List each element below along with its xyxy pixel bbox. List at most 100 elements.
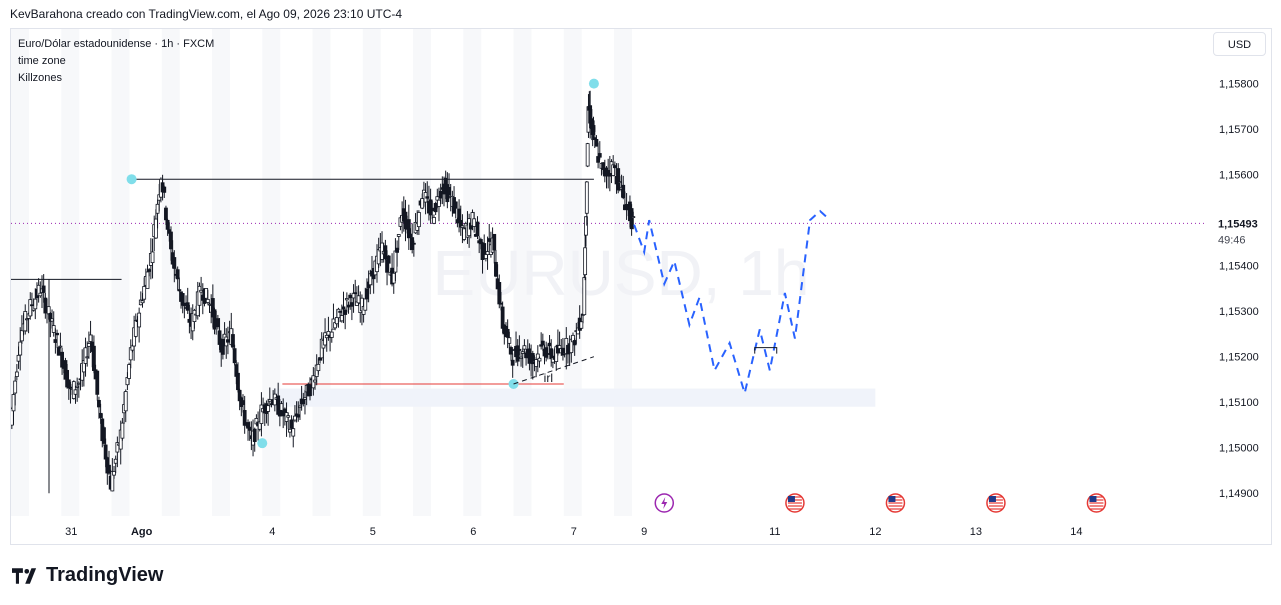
- y-tick-label: 1,15400: [1219, 261, 1259, 273]
- candle-body: [177, 289, 182, 292]
- candle-body: [18, 341, 23, 356]
- candle-body: [60, 351, 64, 368]
- chart-caption: KevBarahona creado con TradingView.com, …: [10, 7, 403, 21]
- candle-body: [460, 225, 465, 228]
- candle-body: [612, 165, 617, 169]
- candle-body: [583, 247, 588, 276]
- candle-body: [185, 302, 190, 311]
- candle-body: [544, 347, 549, 358]
- candle-body: [517, 348, 522, 351]
- session-band: [212, 29, 231, 516]
- indicator-timezone[interactable]: time zone: [18, 55, 66, 67]
- candle-body: [75, 385, 80, 388]
- x-tick-label: Ago: [131, 526, 153, 538]
- candle-body: [41, 285, 46, 293]
- candle-body: [472, 218, 477, 227]
- indicator-killzones[interactable]: Killzones: [18, 72, 63, 84]
- candle-body: [344, 298, 349, 301]
- candle-body: [383, 245, 388, 260]
- candle-body: [25, 318, 29, 321]
- candle-body: [447, 186, 451, 196]
- candle-body: [537, 357, 542, 362]
- symbol-title[interactable]: Euro/Dólar estadounidense · 1h · FXCM: [18, 38, 215, 50]
- y-tick-label: 1,15000: [1219, 443, 1259, 455]
- candle-body: [23, 311, 28, 332]
- candle-body: [594, 138, 599, 147]
- candle-body: [411, 242, 416, 245]
- candle-body: [133, 320, 138, 337]
- candle-body: [341, 306, 346, 310]
- target-box: [754, 347, 778, 354]
- tradingview-logo[interactable]: TradingView: [12, 564, 163, 587]
- candle-body: [483, 254, 488, 259]
- y-tick-label: 1,14900: [1219, 488, 1259, 500]
- candle-body: [97, 399, 101, 408]
- candle-body: [346, 304, 351, 308]
- candle-body: [329, 331, 334, 338]
- chart-frame: [10, 28, 1272, 545]
- countdown-label: 49:46: [1218, 234, 1246, 246]
- candle-body: [291, 428, 296, 437]
- candle-body: [172, 257, 177, 269]
- candle-body: [353, 292, 358, 295]
- candle-body: [308, 384, 312, 397]
- x-tick-label: 31: [65, 526, 77, 538]
- candle-body: [103, 444, 108, 460]
- candle-body: [107, 464, 111, 474]
- y-tick-label: 1,15600: [1219, 170, 1259, 182]
- candle-body: [356, 295, 361, 304]
- candle-body: [391, 272, 396, 284]
- session-band: [161, 29, 180, 516]
- candle-body: [145, 271, 150, 289]
- candle-body: [175, 269, 180, 280]
- candle-body: [393, 250, 398, 273]
- candle-body: [313, 379, 317, 383]
- candle-body: [215, 318, 220, 328]
- candle-body: [11, 394, 16, 412]
- candle-body: [169, 231, 173, 250]
- tradingview-logo-icon: [12, 567, 37, 584]
- candle-body: [386, 255, 391, 264]
- candle-body: [365, 288, 369, 300]
- candle-body: [616, 168, 621, 191]
- candle-body: [86, 343, 91, 347]
- candle-body: [153, 218, 158, 239]
- candle-body: [376, 249, 381, 265]
- candle-body: [102, 427, 106, 444]
- candle-body: [363, 298, 368, 311]
- candle-body: [298, 405, 302, 408]
- logo-text: TradingView: [46, 564, 164, 586]
- candle-body: [50, 318, 54, 322]
- candle-body: [289, 419, 294, 429]
- candle-body: [127, 364, 131, 379]
- candle-body: [336, 308, 341, 319]
- candle-body: [28, 299, 33, 317]
- candle-body: [83, 347, 88, 364]
- candle-body: [534, 359, 539, 367]
- liquidity-zone: [272, 388, 876, 407]
- candle-body: [540, 340, 545, 346]
- candle-body: [334, 317, 339, 325]
- flag-canton: [1089, 496, 1097, 502]
- x-tick-label: 4: [269, 526, 275, 538]
- candle-body: [629, 208, 634, 230]
- candle-body: [55, 332, 59, 336]
- candle-body: [621, 184, 626, 199]
- candle-body: [343, 309, 348, 315]
- candle-body: [582, 277, 587, 316]
- price-chart[interactable]: EURUSD, 1h irl 1,158001,157001,156001,15…: [11, 29, 1271, 544]
- forecast-path: [633, 209, 831, 397]
- candle-body: [492, 233, 497, 251]
- chart-legend: Euro/Dólar estadounidense · 1h · FXCM ti…: [18, 36, 214, 87]
- x-tick-label: 11: [769, 526, 780, 538]
- candle-body: [113, 458, 118, 464]
- candle-body: [338, 310, 343, 313]
- candle-body: [425, 196, 430, 199]
- y-tick-label: 1,15700: [1219, 124, 1259, 136]
- currency-button[interactable]: USD: [1213, 32, 1266, 56]
- candle-body: [515, 345, 520, 362]
- candle-body: [58, 345, 63, 348]
- candle-body: [150, 251, 155, 264]
- candle-body: [53, 339, 58, 343]
- candle-body: [98, 412, 103, 418]
